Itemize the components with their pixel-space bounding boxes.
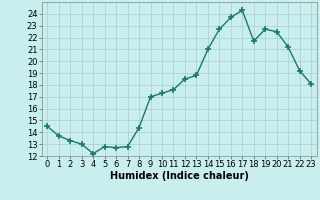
X-axis label: Humidex (Indice chaleur): Humidex (Indice chaleur) [110, 171, 249, 181]
